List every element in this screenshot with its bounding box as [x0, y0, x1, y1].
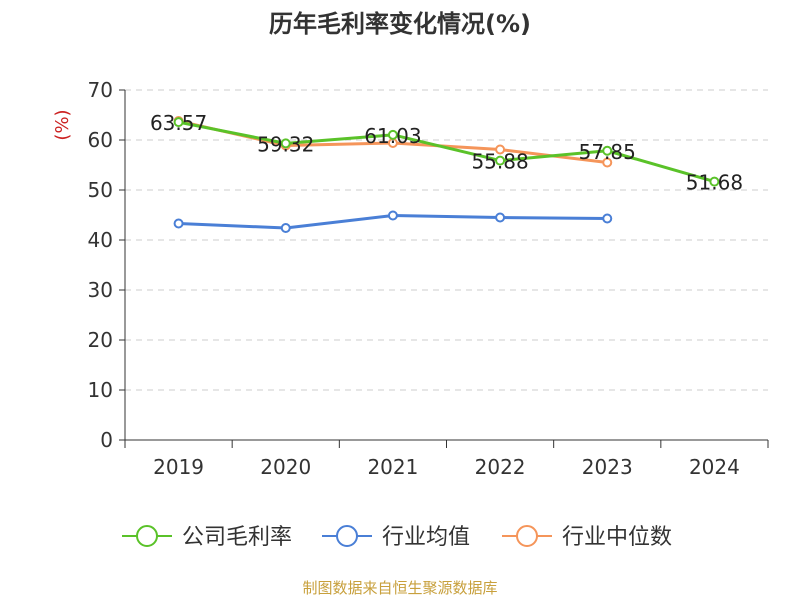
- x-tick-label: 2021: [367, 455, 418, 479]
- legend-label: 行业中位数: [562, 525, 672, 550]
- data-point: [495, 212, 506, 223]
- y-tick-label: 20: [88, 328, 113, 352]
- y-tick-label: 0: [100, 428, 113, 452]
- legend-item-1[interactable]: 行业均值: [322, 525, 470, 550]
- legend-marker-icon: [336, 525, 358, 547]
- legend-item-2[interactable]: 行业中位数: [502, 525, 672, 550]
- data-label: 63.57: [150, 111, 207, 135]
- chart-title: 历年毛利率变化情况(%): [269, 10, 531, 38]
- y-tick-label: 70: [88, 78, 113, 102]
- x-tick-label: 2024: [689, 455, 740, 479]
- y-tick-label: 50: [88, 178, 113, 202]
- data-point: [280, 223, 291, 233]
- data-point: [173, 117, 184, 128]
- y-tick-label: 60: [88, 128, 113, 152]
- data-point: [709, 176, 720, 187]
- data-point: [280, 138, 291, 149]
- series-layer: [173, 116, 720, 233]
- grid-layer: [125, 89, 768, 391]
- label-layer: 63.57 59.32 61.03 55.88 57.85 51.68: [150, 111, 743, 194]
- legend[interactable]: 公司毛利率 行业均值 行业中位数: [122, 525, 672, 550]
- data-point: [602, 157, 613, 168]
- data-point: [495, 155, 506, 166]
- x-tick-label: 2019: [153, 455, 204, 479]
- data-label: 61.03: [364, 124, 421, 148]
- series-line-0: [178, 120, 715, 184]
- data-point: [602, 213, 613, 224]
- legend-label: 行业均值: [382, 525, 470, 550]
- x-tick-label: 2020: [260, 455, 311, 479]
- legend-label: 公司毛利率: [182, 525, 292, 550]
- x-tick-label: 2023: [582, 455, 633, 479]
- y-tick-label: 30: [88, 278, 113, 302]
- y-tick-label: 10: [88, 378, 113, 402]
- data-label: 55.88: [471, 150, 528, 174]
- x-tick-label: 2022: [475, 455, 526, 479]
- legend-marker-icon: [516, 525, 538, 547]
- data-point: [387, 210, 398, 221]
- legend-marker-icon: [136, 525, 158, 547]
- data-point: [495, 144, 506, 155]
- data-point: [602, 145, 613, 156]
- legend-item-0[interactable]: 公司毛利率: [122, 525, 292, 550]
- data-point: [387, 129, 398, 140]
- data-label: 51.68: [686, 171, 743, 195]
- data-point: [173, 218, 184, 229]
- data-source-note: 制图数据来自恒生聚源数据库: [302, 579, 498, 597]
- y-tick-label: 40: [88, 228, 113, 252]
- data-label: 59.32: [257, 132, 314, 156]
- y-axis-unit-label: (%): [52, 109, 73, 140]
- data-label: 57.85: [579, 140, 636, 164]
- axis-layer: 0 10 20 30 40 50 60 70 (%) 2019 2020 2021 2022 2023 20…: [52, 78, 769, 479]
